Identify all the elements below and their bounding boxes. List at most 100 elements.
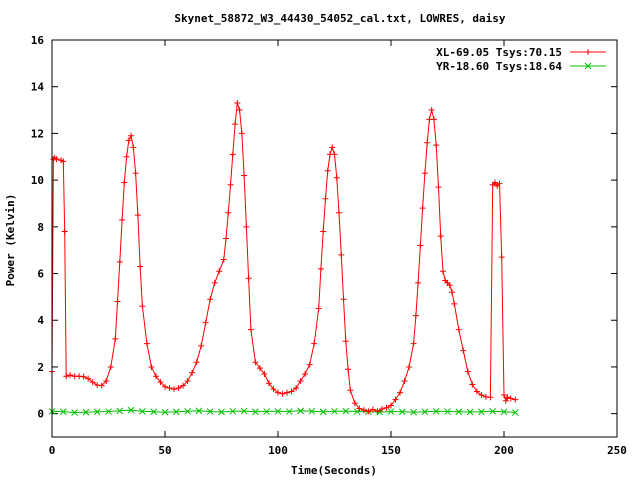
data-point (319, 408, 327, 416)
data-point (121, 179, 128, 186)
data-point (184, 407, 191, 415)
data-point (279, 390, 286, 397)
data-point (119, 216, 126, 223)
data-point (172, 408, 180, 416)
data-point (241, 172, 248, 179)
data-point (93, 408, 101, 416)
data-point (61, 228, 68, 235)
data-point (433, 142, 440, 149)
data-point (252, 359, 259, 366)
data-point (128, 132, 135, 139)
data-point (229, 151, 236, 158)
data-point (132, 170, 139, 177)
data-point (139, 407, 146, 415)
y-tick-label: 10 (31, 174, 44, 187)
data-point (236, 107, 243, 114)
x-tick-label: 200 (494, 444, 514, 457)
data-point (123, 153, 130, 160)
data-point (345, 366, 352, 373)
data-point (478, 391, 485, 398)
data-point (369, 406, 376, 413)
data-point (378, 405, 385, 412)
data-point (511, 409, 519, 416)
data-point (193, 359, 200, 366)
data-point (80, 373, 87, 380)
axes: 0 50 100 150 200 250 0 2 4 6 8 10 12 14 16 (31, 34, 627, 457)
data-point (232, 121, 239, 128)
data-point (256, 365, 263, 372)
data-point (331, 407, 338, 415)
plot-area (48, 100, 519, 416)
data-point (263, 408, 271, 415)
data-point (410, 408, 417, 416)
data-point (317, 265, 324, 272)
data-point (148, 363, 155, 370)
data-point (322, 195, 329, 202)
data-point (105, 408, 112, 415)
data-point (351, 400, 358, 407)
data-point (491, 179, 498, 186)
x-tick-label: 150 (381, 444, 401, 457)
data-point (473, 388, 480, 395)
data-point (424, 139, 431, 146)
data-point (270, 386, 277, 393)
data-point (387, 408, 395, 415)
series-2 (48, 406, 519, 416)
data-point (439, 268, 446, 275)
data-point (225, 209, 232, 216)
data-point (356, 405, 363, 412)
data-point (261, 370, 268, 377)
y-tick-label: 16 (31, 34, 45, 47)
data-point (464, 368, 471, 375)
data-point (487, 394, 494, 401)
data-point (116, 407, 124, 415)
data-point (139, 303, 146, 310)
data-point (180, 382, 187, 389)
data-point (220, 256, 227, 263)
data-point (171, 386, 178, 393)
data-point (240, 407, 248, 415)
data-point (342, 338, 349, 345)
data-point (460, 347, 467, 354)
chart-title: Skynet_58872_W3_44430_54052_cal.txt, LOW… (174, 12, 506, 25)
data-point (297, 377, 304, 384)
data-point (67, 372, 74, 379)
data-point (202, 319, 209, 326)
y-axis-label: Power (Kelvin) (4, 194, 17, 287)
data-point (247, 326, 254, 333)
data-point (184, 377, 191, 384)
data-point (428, 107, 435, 114)
data-point (229, 407, 237, 415)
data-point (388, 402, 394, 409)
data-point (329, 144, 336, 151)
y-tick-label: 0 (37, 408, 44, 421)
data-point (216, 268, 223, 275)
data-point (469, 381, 476, 388)
data-point (206, 408, 214, 415)
y-tick-label: 2 (37, 361, 44, 374)
data-point (59, 408, 67, 416)
data-point (478, 408, 485, 416)
data-point (320, 228, 327, 235)
data-point (175, 384, 182, 391)
data-point (137, 263, 144, 270)
data-point (198, 342, 205, 349)
data-point (114, 298, 121, 305)
data-point (392, 396, 399, 403)
data-point (218, 408, 225, 416)
data-point (430, 116, 437, 123)
data-point (195, 407, 203, 415)
data-point (275, 389, 281, 396)
data-point (419, 205, 426, 212)
data-point (60, 158, 67, 165)
data-point (127, 406, 135, 414)
data-point (293, 384, 300, 391)
data-point (157, 379, 164, 386)
data-point (274, 407, 282, 415)
data-point (417, 242, 424, 249)
data-point (451, 300, 458, 307)
data-point (324, 167, 331, 174)
data-point (502, 397, 509, 404)
data-point (496, 180, 503, 187)
data-point (308, 407, 316, 415)
